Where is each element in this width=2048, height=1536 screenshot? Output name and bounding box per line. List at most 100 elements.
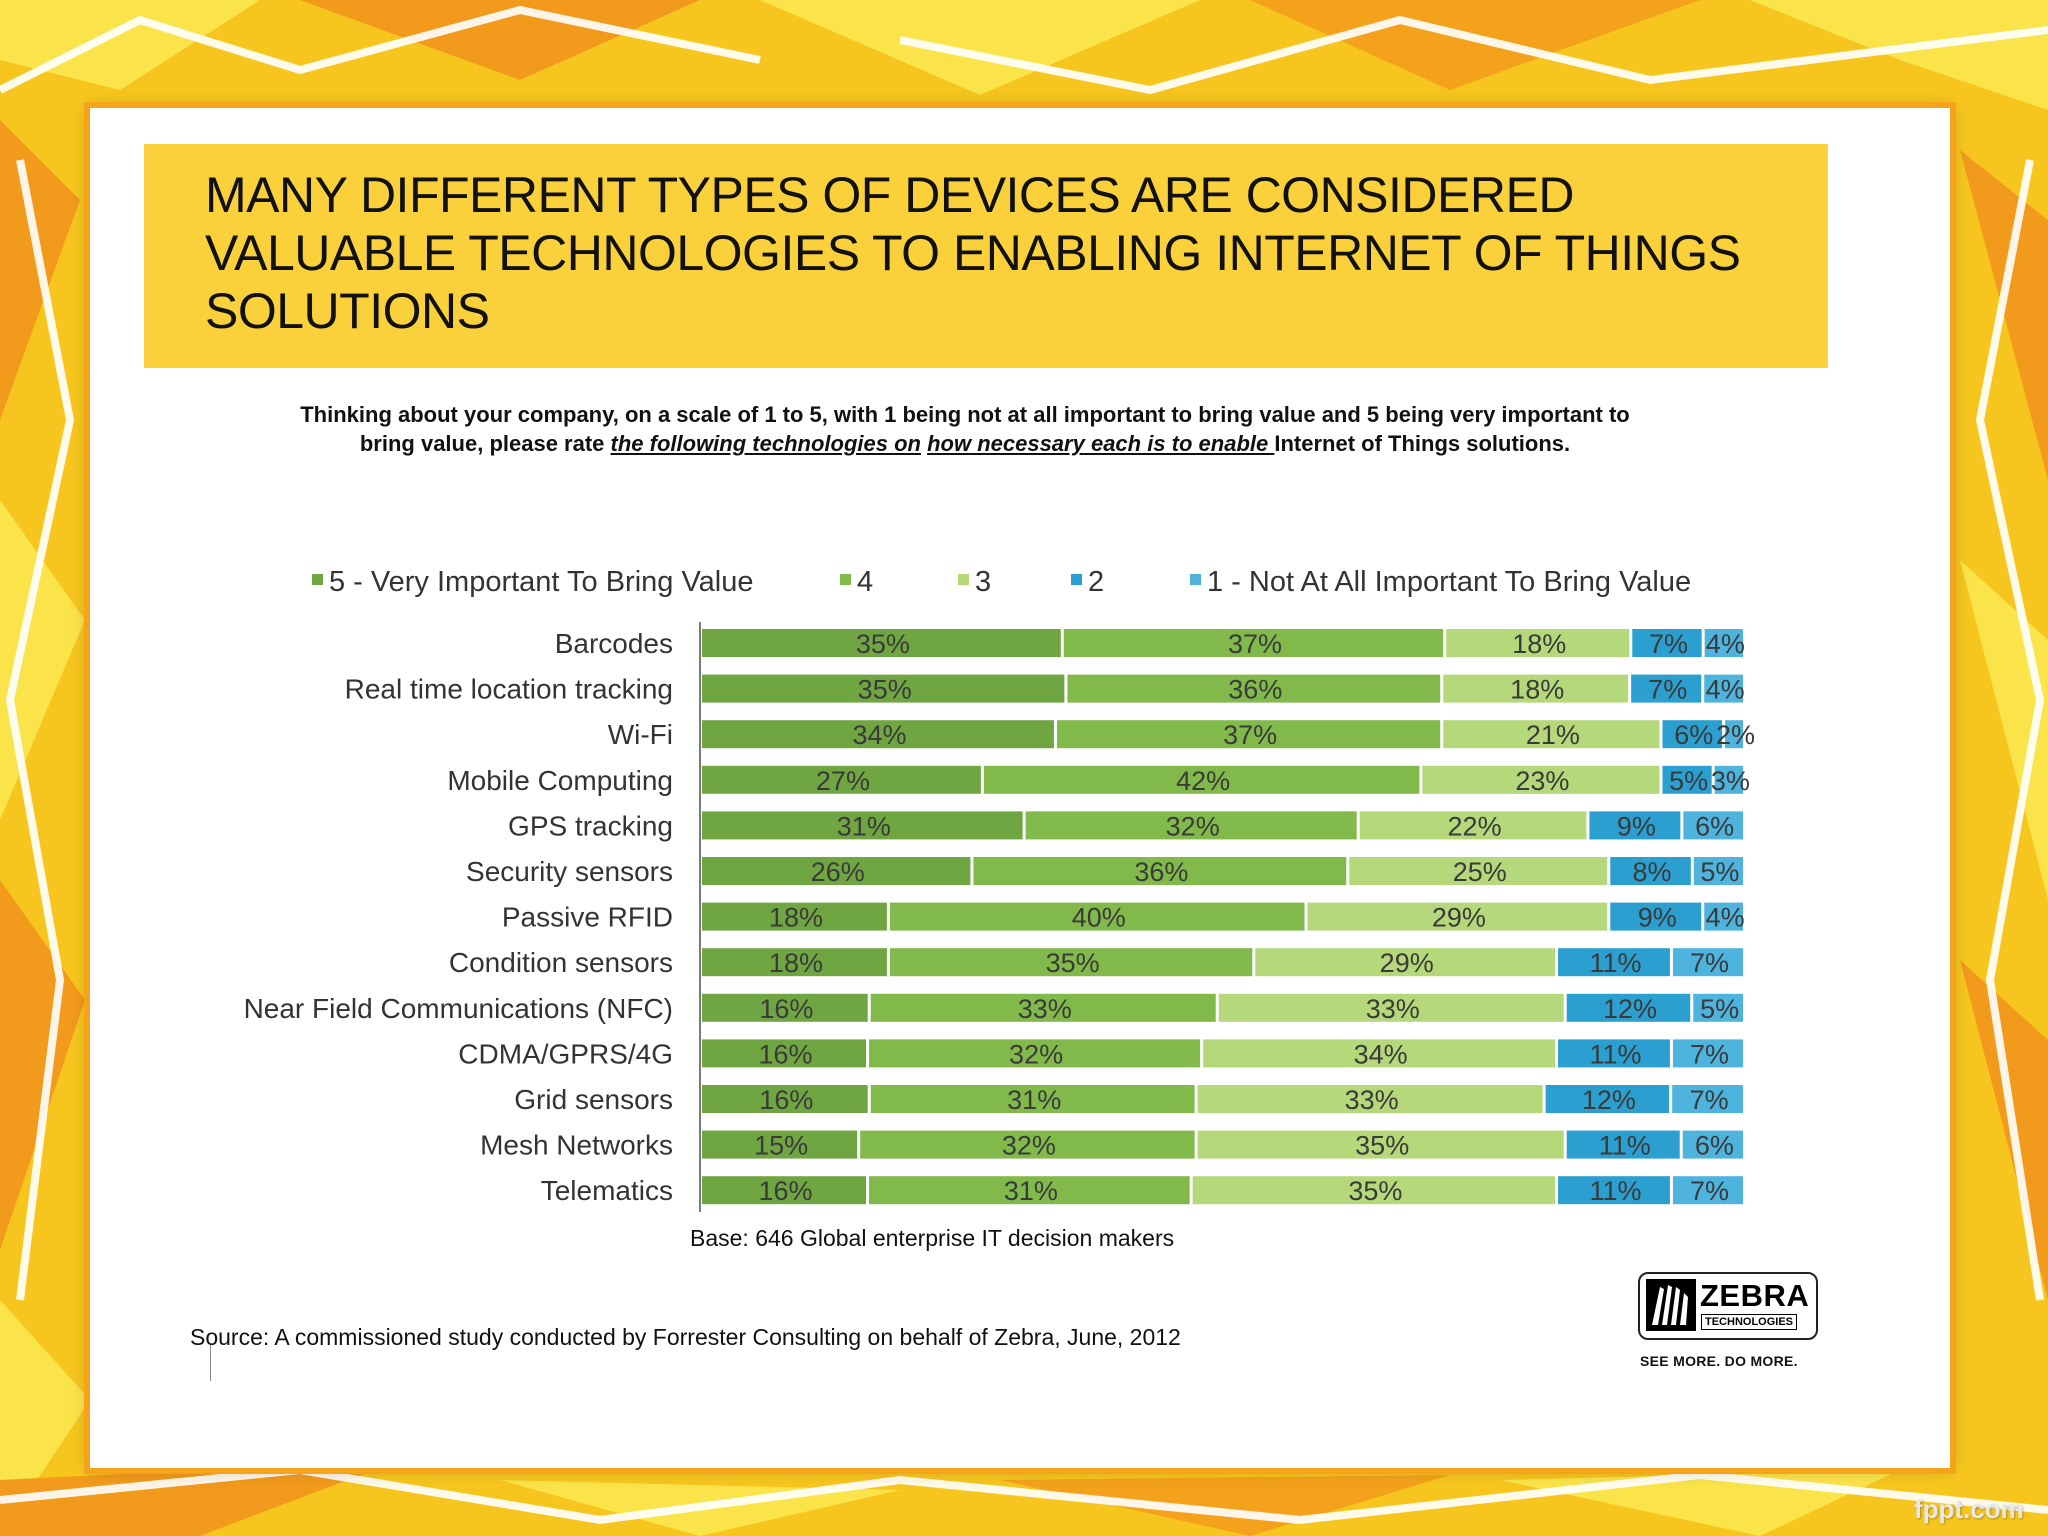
bar-value-label: 33% <box>1366 994 1420 1024</box>
bar-value-label: 18% <box>769 903 823 933</box>
bar-value-label: 6% <box>1695 811 1734 841</box>
bar-segment <box>1218 993 1564 1022</box>
bar-segment <box>869 1039 1201 1068</box>
bar-row: 18% 40% 29% 9% 4% <box>702 902 1745 933</box>
legend-label: 5 - Very Important To Bring Value <box>329 566 753 598</box>
bar-value-label: 35% <box>1348 1176 1402 1206</box>
question-text-start: Thinking about your company, on a scale … <box>300 402 1630 456</box>
bar-value-label: 22% <box>1448 811 1502 841</box>
bar-value-label: 36% <box>1134 857 1188 887</box>
bar-segment <box>1307 902 1608 931</box>
bar-segment <box>1725 720 1743 749</box>
bar-row: 35% 37% 18% 7% 4% <box>702 629 1745 659</box>
bar-value-label: 11% <box>1589 1039 1641 1069</box>
bar-segment <box>1203 1039 1556 1068</box>
bar-value-label: 33% <box>1345 1085 1399 1115</box>
bar-value-label: 16% <box>759 994 813 1024</box>
category-label: GPS tracking <box>508 810 673 841</box>
question-text-end: Internet of Things solutions. <box>1274 431 1571 456</box>
bar-segment <box>1632 629 1702 657</box>
legend-swatch <box>958 574 969 585</box>
bar-segment <box>702 811 1023 840</box>
bar-value-label: 32% <box>1002 1131 1056 1161</box>
bar-segment <box>1672 948 1743 977</box>
bar-segment <box>1067 674 1441 703</box>
zebra-logo: ZEBRA TECHNOLOGIES <box>1638 1272 1818 1340</box>
category-label: Mesh Networks <box>480 1130 673 1161</box>
bar-value-label: 2% <box>1716 720 1755 750</box>
source-divider <box>210 1345 211 1381</box>
bar-segment <box>1704 902 1743 931</box>
bar-value-label: 25% <box>1453 857 1507 887</box>
bar-row: 35% 36% 18% 7% 4% <box>702 674 1745 705</box>
bar-segment <box>1682 1130 1743 1159</box>
logo-subtitle: TECHNOLOGIES <box>1701 1314 1798 1330</box>
bar-value-label: 29% <box>1380 948 1434 978</box>
bar-segment <box>1589 811 1681 840</box>
bar-value-label: 5% <box>1700 994 1739 1024</box>
bar-row: 16% 31% 35% 11% 7% <box>702 1176 1743 1206</box>
bar-segment <box>1714 765 1743 794</box>
category-label: Wi-Fi <box>608 719 673 750</box>
bar-segment <box>1443 720 1660 749</box>
bar-segment <box>702 993 868 1022</box>
title-band <box>144 144 1828 368</box>
bar-segment <box>1443 674 1629 703</box>
bar-value-label: 37% <box>1228 629 1282 659</box>
bar-value-label: 37% <box>1223 720 1277 750</box>
question-emphasis-2: how necessary each is to enable <box>927 431 1275 456</box>
bar-value-label: 4% <box>1706 903 1745 933</box>
bar-value-label: 8% <box>1633 857 1672 887</box>
bar-value-label: 7% <box>1649 629 1688 659</box>
bar-value-label: 21% <box>1526 720 1580 750</box>
bar-segment <box>1349 857 1608 885</box>
bar-value-label: 15% <box>754 1131 808 1161</box>
bar-value-label: 4% <box>1706 629 1745 659</box>
bar-segment <box>1610 857 1691 885</box>
bar-segment <box>1662 765 1712 794</box>
bar-value-label: 5% <box>1700 857 1739 887</box>
bar-segment <box>869 1176 1190 1205</box>
bar-value-label: 7% <box>1648 675 1687 705</box>
bar-segment <box>1063 629 1444 657</box>
bar-segment <box>702 1039 867 1068</box>
legend-swatch <box>312 574 323 585</box>
bar-value-label: 9% <box>1638 903 1677 933</box>
bar-value-label: 18% <box>1510 675 1564 705</box>
source-note: Source: A commissioned study conducted b… <box>190 1324 1181 1350</box>
bar-segment <box>870 1085 1195 1113</box>
category-label: CDMA/GPRS/4G <box>458 1038 673 1069</box>
bar-value-label: 31% <box>837 811 891 841</box>
bar-value-label: 6% <box>1695 1131 1734 1161</box>
legend-item-2: 4 <box>840 566 873 598</box>
tagline: SEE MORE. DO MORE. <box>1640 1353 1798 1369</box>
bar-segment <box>889 902 1305 931</box>
bar-value-label: 31% <box>1007 1085 1061 1115</box>
slide-title: MANY DIFFERENT TYPES OF DEVICES ARE CONS… <box>205 167 1741 339</box>
bar-value-label: 16% <box>759 1085 813 1115</box>
bar-segment <box>702 948 887 977</box>
bar-segment <box>1693 993 1743 1022</box>
bar-value-label: 18% <box>769 948 823 978</box>
bar-value-label: 16% <box>758 1039 812 1069</box>
bar-value-label: 12% <box>1603 994 1657 1024</box>
bar-value-label: 34% <box>852 720 906 750</box>
category-label: Condition sensors <box>449 947 673 978</box>
bar-segment <box>1192 1176 1556 1205</box>
bar-segment <box>702 1085 868 1113</box>
bar-value-label: 29% <box>1432 903 1486 933</box>
bar-value-label: 23% <box>1515 766 1569 796</box>
category-label: Barcodes <box>555 628 673 659</box>
category-label: Mobile Computing <box>447 765 673 796</box>
bar-segment <box>870 993 1216 1022</box>
bar-segment <box>1704 629 1743 657</box>
bar-value-label: 31% <box>1004 1176 1058 1206</box>
legend-label: 3 <box>975 566 991 598</box>
legend-item-4: 2 <box>1071 566 1104 598</box>
bar-value-label: 11% <box>1599 1131 1651 1161</box>
bar-row: 16% 31% 33% 12% 7% <box>702 1085 1743 1115</box>
bar-segment <box>1558 948 1670 977</box>
category-label: Grid sensors <box>514 1084 673 1115</box>
bar-value-label: 35% <box>858 675 912 705</box>
